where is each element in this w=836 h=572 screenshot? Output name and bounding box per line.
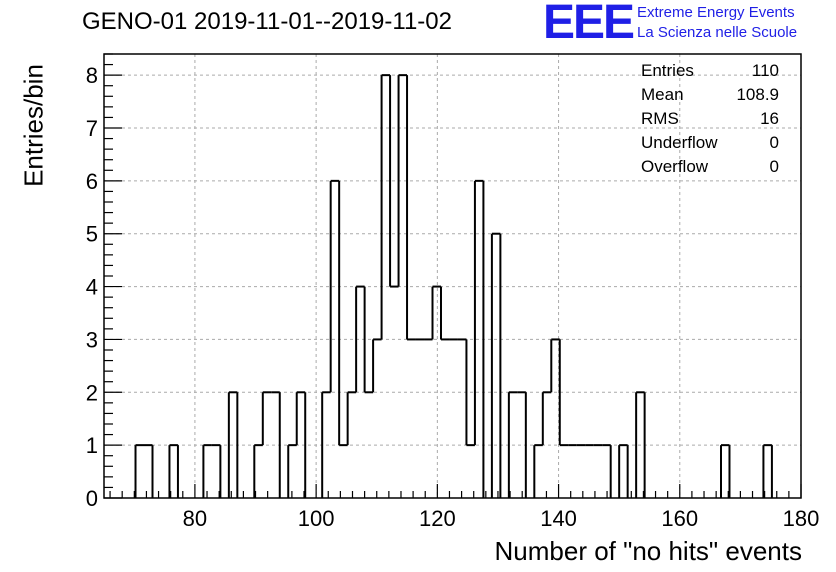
logo-line-1: Extreme Energy Events [637, 4, 795, 21]
stats-overflow-row: Overflow 0 [641, 156, 779, 180]
stats-mean-value: 108.9 [736, 85, 779, 104]
y-tick-label: 6 [86, 169, 98, 194]
stats-entries-row: Entries 110 [641, 60, 779, 84]
y-tick-label: 0 [86, 486, 98, 511]
y-tick-label: 8 [86, 63, 98, 88]
stats-rms-label: RMS [641, 109, 679, 128]
x-tick-label: 180 [783, 506, 820, 531]
stats-overflow-label: Overflow [641, 157, 709, 176]
stats-overflow-value: 0 [769, 157, 779, 176]
stats-rms-value: 16 [760, 109, 779, 128]
y-tick-label: 7 [86, 116, 98, 141]
chart-title: GENO-01 2019-11-01--2019-11-02 [82, 8, 452, 35]
x-axis-label: Number of "no hits" events [494, 536, 803, 566]
eee-logo-text: Extreme Energy Events La Scienza nelle S… [637, 3, 797, 43]
y-tick-label: 1 [86, 433, 98, 458]
stats-box: Entries 110 Mean 108.9 RMS 16 Underflow … [641, 60, 779, 180]
x-tick-label: 140 [540, 506, 577, 531]
stats-underflow-value: 0 [769, 133, 779, 152]
x-tick-label: 80 [183, 506, 207, 531]
stats-entries-label: Entries [641, 61, 694, 80]
y-tick-label: 4 [86, 275, 98, 300]
logo-line-2: La Scienza nelle Scuole [637, 24, 798, 41]
x-tick-label: 120 [419, 506, 456, 531]
x-tick-label: 160 [661, 506, 698, 531]
stats-underflow-label: Underflow [641, 133, 718, 152]
stats-mean-row: Mean 108.9 [641, 84, 779, 108]
stats-underflow-row: Underflow 0 [641, 132, 779, 156]
stats-entries-value: 110 [751, 61, 779, 80]
y-tick-label: 2 [86, 380, 98, 405]
y-axis-label: Entries/bin [18, 64, 49, 187]
stats-mean-label: Mean [641, 85, 684, 104]
y-tick-label: 5 [86, 222, 98, 247]
x-tick-label: 100 [298, 506, 335, 531]
stats-rms-row: RMS 16 [641, 108, 779, 132]
eee-logo: EEE [543, 0, 635, 49]
y-tick-label: 3 [86, 327, 98, 352]
